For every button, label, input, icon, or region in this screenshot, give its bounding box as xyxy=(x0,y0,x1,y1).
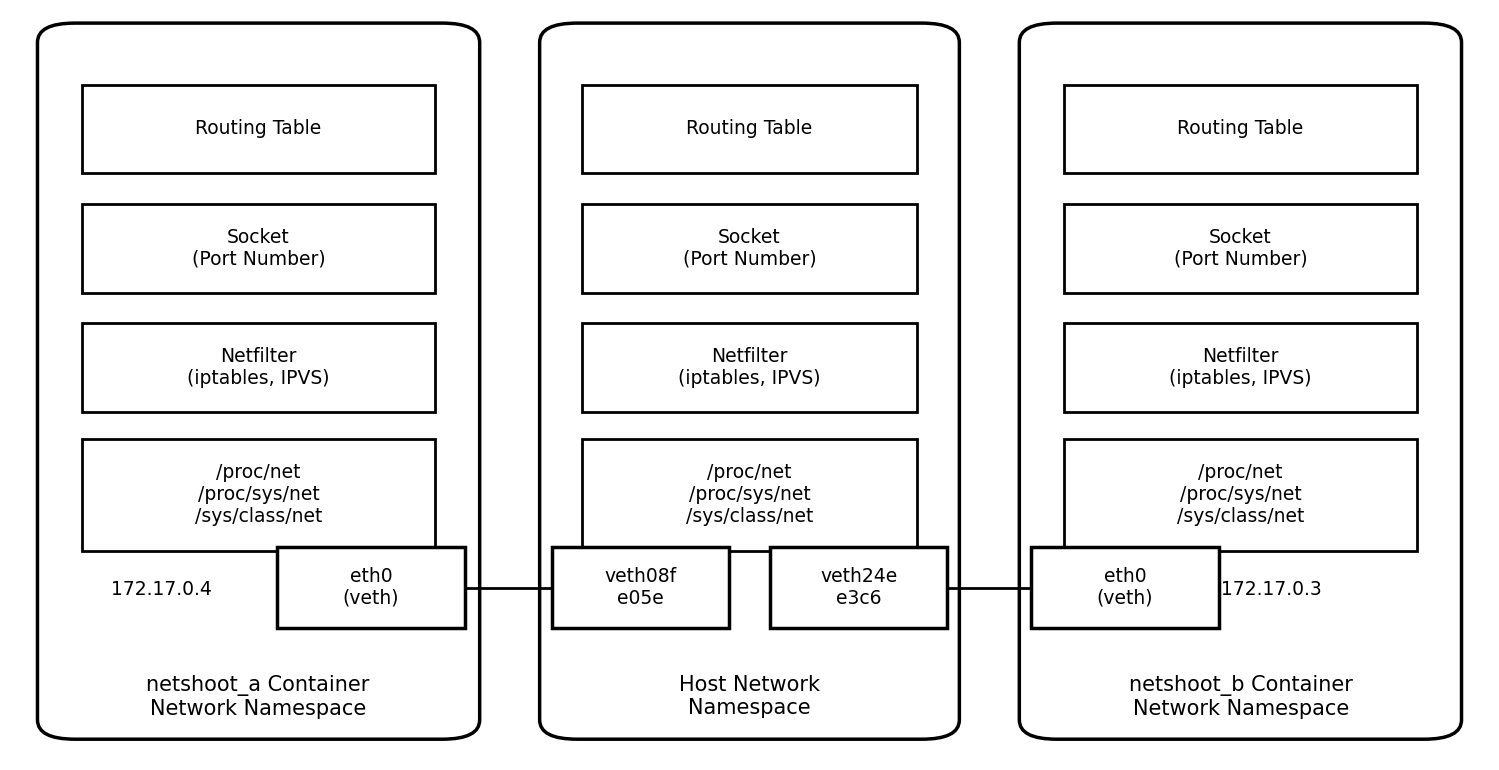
FancyBboxPatch shape xyxy=(1019,23,1462,739)
FancyBboxPatch shape xyxy=(540,23,959,739)
Text: veth08f
e05e: veth08f e05e xyxy=(604,567,676,608)
Text: 172.17.0.4: 172.17.0.4 xyxy=(111,580,213,598)
Text: Routing Table: Routing Table xyxy=(1177,119,1304,139)
FancyBboxPatch shape xyxy=(37,23,480,739)
Text: Netfilter
(iptables, IPVS): Netfilter (iptables, IPVS) xyxy=(1169,347,1312,388)
Text: Routing Table: Routing Table xyxy=(195,119,322,139)
Bar xyxy=(552,547,729,628)
Bar xyxy=(82,204,435,293)
Bar xyxy=(582,323,917,412)
Bar xyxy=(82,323,435,412)
Text: /proc/net
/proc/sys/net
/sys/class/net: /proc/net /proc/sys/net /sys/class/net xyxy=(687,464,812,526)
Bar xyxy=(1031,547,1219,628)
Bar xyxy=(582,204,917,293)
Text: veth24e
e3c6: veth24e e3c6 xyxy=(820,567,898,608)
Text: eth0
(veth): eth0 (veth) xyxy=(1097,567,1153,608)
Text: Routing Table: Routing Table xyxy=(687,119,812,139)
Bar xyxy=(82,439,435,551)
Bar xyxy=(582,85,917,173)
Text: /proc/net
/proc/sys/net
/sys/class/net: /proc/net /proc/sys/net /sys/class/net xyxy=(1177,464,1304,526)
Bar xyxy=(1064,323,1417,412)
Text: eth0
(veth): eth0 (veth) xyxy=(343,567,399,608)
Bar xyxy=(82,85,435,173)
Text: Host Network
Namespace: Host Network Namespace xyxy=(679,675,820,718)
Text: Socket
(Port Number): Socket (Port Number) xyxy=(1174,228,1307,269)
Text: /proc/net
/proc/sys/net
/sys/class/net: /proc/net /proc/sys/net /sys/class/net xyxy=(195,464,322,526)
Bar xyxy=(582,439,917,551)
Bar xyxy=(277,547,465,628)
Bar xyxy=(1064,204,1417,293)
Text: Netfilter
(iptables, IPVS): Netfilter (iptables, IPVS) xyxy=(678,347,821,388)
Text: netshoot_b Container
Network Namespace: netshoot_b Container Network Namespace xyxy=(1129,675,1354,719)
Text: Netfilter
(iptables, IPVS): Netfilter (iptables, IPVS) xyxy=(187,347,330,388)
Text: netshoot_a Container
Network Namespace: netshoot_a Container Network Namespace xyxy=(145,675,370,719)
Text: Socket
(Port Number): Socket (Port Number) xyxy=(192,228,325,269)
Text: Socket
(Port Number): Socket (Port Number) xyxy=(682,228,817,269)
Bar xyxy=(770,547,947,628)
Text: 172.17.0.3: 172.17.0.3 xyxy=(1220,580,1322,598)
Bar xyxy=(1064,85,1417,173)
Bar xyxy=(1064,439,1417,551)
